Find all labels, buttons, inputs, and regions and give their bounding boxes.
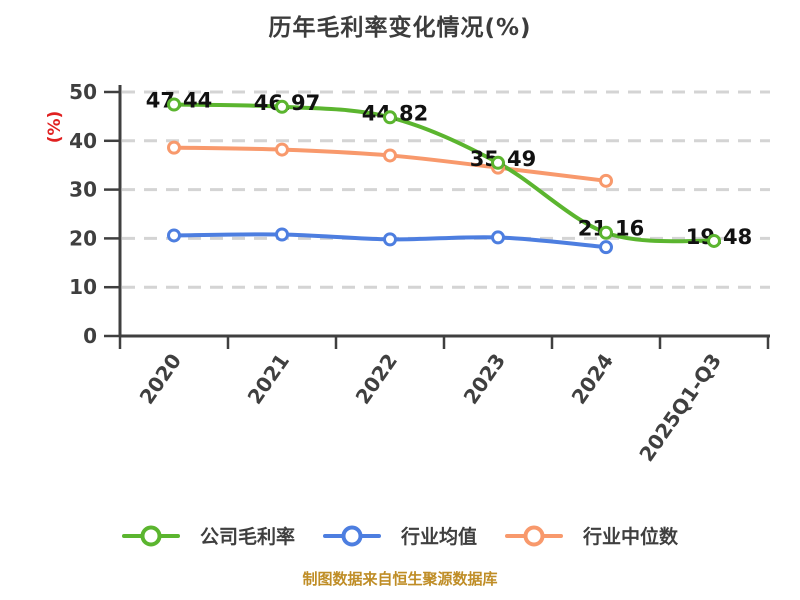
data-point-industry-average-2024 [599, 240, 613, 255]
data-point-industry-median-2024 [599, 173, 613, 188]
legend-item-company-gross-margin[interactable]: 公司毛利率 [121, 522, 295, 549]
data-point-industry-median-2020 [167, 140, 181, 155]
legend-label: 公司毛利率 [199, 526, 295, 548]
line-chart-plot: (%) 0 10 20 30 40 50 2020 2021 2022 2023 2024 2025Q… [45, 80, 770, 466]
series-line-company-gross-margin [172, 102, 716, 244]
legend-label: 行业中位数 [583, 526, 679, 548]
y-axis-label: (%) [45, 111, 65, 144]
data-point-company-gross-margin-2025Q1-Q3 [707, 233, 721, 248]
y-tick-label: 20 [69, 226, 97, 250]
legend-marker-dot [140, 525, 162, 546]
data-point-company-gross-margin-2021 [275, 99, 289, 114]
data-point-company-gross-margin-2023 [491, 155, 505, 170]
chart-title: 历年毛利率变化情况(%) [268, 15, 532, 41]
legend-line-marker-icon [121, 524, 180, 548]
data-point-company-gross-margin-2020 [167, 97, 181, 112]
plot-generated-content: 0 10 20 30 40 50 2020 2021 2022 2023 2024 2025Q1-Q3… [69, 80, 770, 466]
x-tick-label-2021: 2021 [243, 349, 295, 408]
data-source-note: 制图数据来自恒生聚源数据库 [302, 570, 498, 588]
legend-label: 行业均值 [400, 526, 477, 548]
data-point-industry-average-2021 [275, 227, 289, 242]
x-tick-label-2024: 2024 [567, 349, 619, 408]
legend-item-industry-median[interactable]: 行业中位数 [505, 522, 678, 549]
data-point-industry-median-2021 [275, 142, 289, 157]
data-point-industry-median-2022 [383, 148, 397, 163]
data-point-industry-average-2020 [167, 228, 181, 243]
legend-marker-dot [341, 525, 363, 546]
legend: 公司毛利率 行业均值 行业中位数 [0, 522, 800, 549]
legend-item-industry-average[interactable]: 行业均值 [322, 522, 477, 549]
data-point-industry-average-2022 [383, 232, 397, 247]
x-tick-label-2023: 2023 [459, 349, 511, 408]
data-point-company-gross-margin-2022 [383, 110, 397, 125]
x-tick-label-2022: 2022 [351, 349, 403, 408]
data-point-industry-average-2023 [491, 230, 505, 245]
y-tick-label: 50 [69, 80, 97, 104]
x-tick-label-2025Q1-Q3: 2025Q1-Q3 [634, 349, 726, 466]
data-point-company-gross-margin-2024 [599, 225, 613, 240]
legend-marker-dot [523, 525, 545, 546]
x-tick-label-2020: 2020 [135, 349, 187, 408]
y-tick-label: 0 [83, 324, 97, 348]
legend-line-marker-icon [322, 524, 381, 548]
y-tick-label: 10 [69, 275, 97, 299]
y-tick-label: 30 [69, 178, 97, 202]
y-tick-label: 40 [69, 129, 97, 153]
legend-line-marker-icon [505, 524, 563, 548]
